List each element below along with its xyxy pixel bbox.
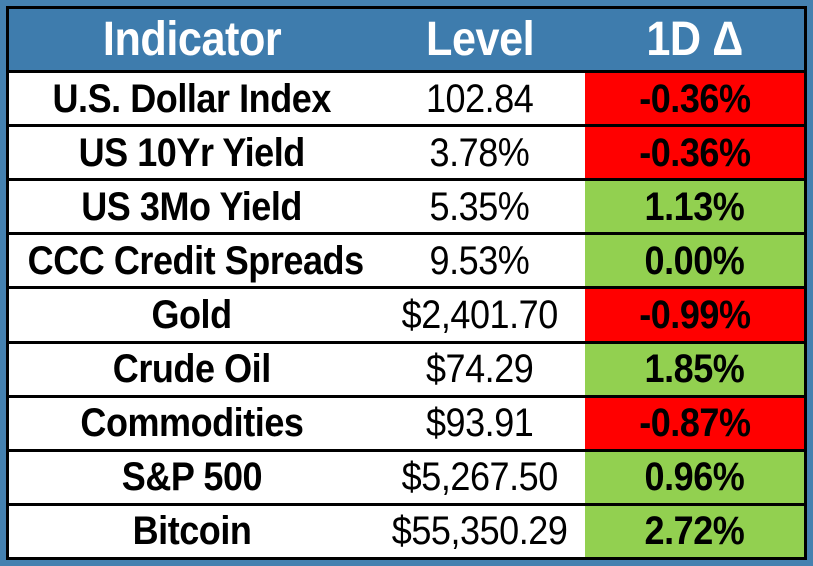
- indicator-label: US 10Yr Yield: [78, 130, 306, 175]
- level-cell: $5,267.50: [374, 448, 586, 505]
- level-cell: $74.29: [374, 340, 586, 397]
- level-cell: 9.53%: [374, 232, 586, 288]
- level-value: $5,267.50: [401, 455, 559, 500]
- header-change-label: 1D Δ: [646, 12, 743, 66]
- table-row: Gold $2,401.70 -0.99%: [7, 286, 806, 343]
- level-cell: 3.78%: [374, 124, 586, 180]
- change-cell: 2.72%: [585, 502, 806, 559]
- change-cell: 0.96%: [585, 448, 806, 505]
- level-cell: 5.35%: [374, 178, 586, 234]
- level-value: 3.78%: [429, 130, 530, 175]
- indicator-label: Gold: [151, 292, 233, 337]
- change-value: -0.36%: [638, 76, 751, 121]
- indicator-label: Bitcoin: [132, 509, 252, 554]
- change-value: -0.36%: [638, 130, 751, 175]
- change-cell: 1.13%: [585, 178, 806, 234]
- level-value: $93.91: [426, 401, 534, 446]
- indicator-label: S&P 500: [121, 455, 263, 500]
- change-value: 1.85%: [644, 347, 745, 392]
- level-cell: $2,401.70: [374, 286, 586, 343]
- indicator-cell: Commodities: [7, 394, 375, 451]
- indicator-label: Commodities: [80, 401, 304, 446]
- level-value: 5.35%: [429, 184, 530, 229]
- table-row: S&P 500 $5,267.50 0.96%: [7, 448, 806, 505]
- table-row: Commodities $93.91 -0.87%: [7, 394, 806, 451]
- indicator-cell: U.S. Dollar Index: [7, 69, 375, 126]
- change-cell: -0.99%: [585, 286, 806, 343]
- change-cell: -0.87%: [585, 394, 806, 451]
- indicator-label: U.S. Dollar Index: [52, 76, 332, 121]
- indicator-label: CCC Credit Spreads: [27, 238, 364, 283]
- header-change: 1D Δ: [585, 7, 806, 72]
- change-value: -0.99%: [638, 292, 751, 337]
- indicator-cell: S&P 500: [7, 448, 375, 505]
- level-value: 9.53%: [429, 238, 530, 283]
- table-row: U.S. Dollar Index 102.84 -0.36%: [7, 69, 806, 126]
- level-value: $74.29: [426, 347, 534, 392]
- change-cell: -0.36%: [585, 69, 806, 126]
- header-indicator: Indicator: [7, 7, 375, 72]
- table-row: Crude Oil $74.29 1.85%: [7, 340, 806, 397]
- indicator-label: US 3Mo Yield: [81, 184, 303, 229]
- change-cell: -0.36%: [585, 124, 806, 180]
- table-row: US 10Yr Yield 3.78% -0.36%: [7, 124, 806, 180]
- indicator-cell: US 10Yr Yield: [7, 124, 375, 180]
- level-value: $55,350.29: [392, 509, 568, 554]
- market-indicators-table: Indicator Level 1D Δ U.S. Dollar Index 1…: [6, 6, 807, 560]
- header-level-label: Level: [425, 12, 535, 66]
- level-cell: $93.91: [374, 394, 586, 451]
- table-row: Bitcoin $55,350.29 2.72%: [7, 502, 806, 559]
- change-value: 2.72%: [644, 509, 745, 554]
- header-level: Level: [374, 7, 586, 72]
- change-value: 0.96%: [644, 455, 745, 500]
- header-row: Indicator Level 1D Δ: [7, 7, 806, 72]
- level-cell: $55,350.29: [374, 502, 586, 559]
- indicator-cell: Bitcoin: [7, 502, 375, 559]
- indicator-cell: US 3Mo Yield: [7, 178, 375, 234]
- header-indicator-label: Indicator: [102, 12, 282, 66]
- level-cell: 102.84: [374, 69, 586, 126]
- change-cell: 0.00%: [585, 232, 806, 288]
- change-value: -0.87%: [638, 401, 751, 446]
- level-value: $2,401.70: [401, 292, 559, 337]
- change-value: 1.13%: [644, 184, 745, 229]
- change-value: 0.00%: [644, 238, 745, 283]
- table-row: CCC Credit Spreads 9.53% 0.00%: [7, 232, 806, 288]
- indicator-label: Crude Oil: [112, 347, 271, 392]
- level-value: 102.84: [426, 76, 534, 121]
- indicator-cell: Crude Oil: [7, 340, 375, 397]
- indicator-cell: Gold: [7, 286, 375, 343]
- table-row: US 3Mo Yield 5.35% 1.13%: [7, 178, 806, 234]
- indicator-cell: CCC Credit Spreads: [7, 232, 375, 288]
- change-cell: 1.85%: [585, 340, 806, 397]
